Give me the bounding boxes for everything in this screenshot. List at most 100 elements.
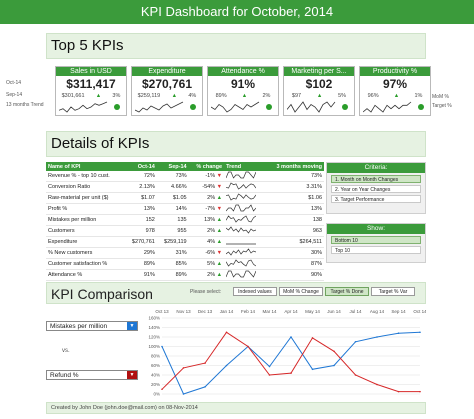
- sparkline-path: [225, 270, 257, 278]
- kpi-card-sparkline: [135, 101, 196, 113]
- show-option-bottom10[interactable]: Bottom 10: [331, 236, 421, 244]
- change-value: 13%: [204, 217, 216, 223]
- trend-cell: [224, 203, 265, 215]
- table-row: Raw-material per unit ($) $1.07 $1.05 2% ▲ $…: [46, 192, 324, 204]
- show-option-top10[interactable]: Top 10: [331, 246, 421, 254]
- chevron-down-icon[interactable]: ▼: [127, 322, 137, 330]
- kpi-card-prev: 89%: [215, 93, 227, 99]
- trend-cell: [224, 171, 265, 182]
- trend-cell: [224, 214, 265, 226]
- x-tick-label: Jan 14: [220, 309, 234, 314]
- table-row: Conversion Ratio 2.13% 4.66% -54% ▼ 3.31%: [46, 181, 324, 193]
- target-var-button[interactable]: Target % Var: [371, 287, 415, 296]
- sep-cell: $1.05: [156, 192, 189, 204]
- dashboard-title: KPI Dashboard for October, 2014: [0, 0, 474, 24]
- series-point: [397, 332, 400, 334]
- series-point: [182, 367, 185, 369]
- up-arrow-icon: ▲: [216, 272, 223, 278]
- row-sparkline: [225, 204, 257, 212]
- up-arrow-icon: ▲: [216, 217, 223, 223]
- kpi-card-prev: 96%: [367, 93, 379, 99]
- target-status-icon: [342, 104, 348, 110]
- kpi-card-mom: 3%: [112, 93, 121, 99]
- show-panel: Show: Bottom 10 Top 10: [326, 223, 426, 263]
- chevron-down-icon[interactable]: ▼: [127, 371, 137, 379]
- criteria-option-yoy[interactable]: 2. Year on Year Changes: [331, 185, 421, 193]
- target-done-button[interactable]: Target % Done: [325, 287, 369, 296]
- moving-cell: 73%: [264, 171, 324, 182]
- sparkline-path: [363, 101, 412, 113]
- trend-cell: [224, 269, 265, 281]
- kpi2-dropdown[interactable]: Refund % ▼: [46, 370, 138, 380]
- sparkline-path: [59, 101, 108, 113]
- series-point: [204, 362, 206, 364]
- indexed-values-button[interactable]: Indexed values: [233, 287, 277, 296]
- sparkline-path: [225, 226, 257, 234]
- kpi1-dropdown-value: Mistakes per million: [50, 323, 108, 330]
- sep-cell: 135: [156, 214, 189, 226]
- kpi-card: Attendance % 91% 89% ▲ 2%: [207, 66, 279, 116]
- sparkline-path: [225, 171, 257, 179]
- kpi-name-cell: Raw-material per unit ($): [46, 192, 125, 204]
- change-value: 5%: [207, 261, 216, 267]
- kpi-card-mom: 2%: [262, 93, 271, 99]
- kpi-card-sparkline: [287, 101, 348, 113]
- kpi-name-cell: Mistakes per million: [46, 214, 125, 226]
- criteria-option-mom[interactable]: 1. Month on Month Changes: [331, 175, 421, 183]
- change-cell: 13% ▲: [188, 214, 225, 226]
- kpi-name-cell: Profit %: [46, 203, 125, 215]
- row-label-trend: 13 months Trend: [6, 102, 44, 108]
- x-tick-label: Oct 13: [155, 309, 169, 314]
- sparkline-path: [225, 182, 257, 190]
- kpi-card-sub: 89% ▲ 2%: [208, 92, 278, 101]
- moving-cell: 30%: [264, 247, 324, 259]
- mom-change-button[interactable]: MoM % Change: [279, 287, 323, 296]
- table-row: % New customers 29% 31% -6% ▼ 30%: [46, 247, 324, 259]
- kpi-card-mom: 1%: [414, 93, 423, 99]
- kpi-card-mom: 4%: [188, 93, 197, 99]
- change-cell: -1% ▼: [188, 171, 225, 182]
- kpi-card-prev: $97: [291, 93, 302, 99]
- target-status-icon: [190, 104, 196, 110]
- kpi-card-sub: $97 ▲ 5%: [284, 92, 354, 101]
- table-row: Customers 978 955 2% ▲ 963: [46, 225, 324, 237]
- sparkline-path: [211, 101, 260, 113]
- trend-cell: [224, 258, 265, 270]
- up-arrow-icon: ▲: [216, 261, 223, 267]
- oct-cell: 72%: [124, 171, 157, 182]
- please-select-label: Please select:: [190, 289, 222, 295]
- oct-cell: 91%: [124, 269, 157, 281]
- sparkline-path: [287, 101, 336, 113]
- sparkline-path: [225, 259, 257, 267]
- moving-cell: 3.31%: [264, 181, 324, 193]
- oct-cell: 13%: [124, 203, 157, 215]
- series-point: [247, 345, 249, 348]
- row-sparkline: [225, 226, 257, 234]
- kpi-details-table: Name of KPI Oct-14 Sep-14 % change Trend…: [46, 162, 324, 281]
- x-tick-label: Apr 14: [284, 309, 298, 314]
- kpi-name-cell: Conversion Ratio: [46, 181, 125, 193]
- sep-cell: 4.66%: [156, 181, 189, 193]
- series-point: [182, 393, 185, 395]
- trend-cell: [224, 181, 265, 193]
- kpi-card: Sales in USD $311,417 $301,661 ▲ 3%: [55, 66, 127, 116]
- details-heading: Details of KPIs: [51, 135, 150, 152]
- series-point: [311, 337, 314, 339]
- kpi-card-prev: $301,661: [61, 93, 85, 99]
- series-point: [419, 331, 421, 334]
- row-sparkline: [225, 259, 257, 267]
- up-arrow-icon: ▲: [171, 93, 178, 99]
- series-point: [311, 368, 314, 371]
- kpi1-dropdown[interactable]: Mistakes per million ▼: [46, 321, 138, 331]
- criteria-option-target[interactable]: 3. Target Performance: [331, 195, 421, 203]
- series-point: [268, 374, 271, 376]
- series-point: [333, 350, 335, 353]
- top5-heading: Top 5 KPIs: [51, 37, 124, 54]
- details-section: Details of KPIs: [46, 131, 426, 157]
- row-sparkline: [225, 215, 257, 223]
- table-row: Customer satisfaction % 89% 85% 5% ▲ 87%: [46, 258, 324, 270]
- kpi-name-cell: % New customers: [46, 247, 125, 259]
- change-value: 2%: [207, 195, 216, 201]
- kpi-card-value: $270,761: [141, 77, 193, 91]
- x-tick-label: May 14: [305, 309, 320, 314]
